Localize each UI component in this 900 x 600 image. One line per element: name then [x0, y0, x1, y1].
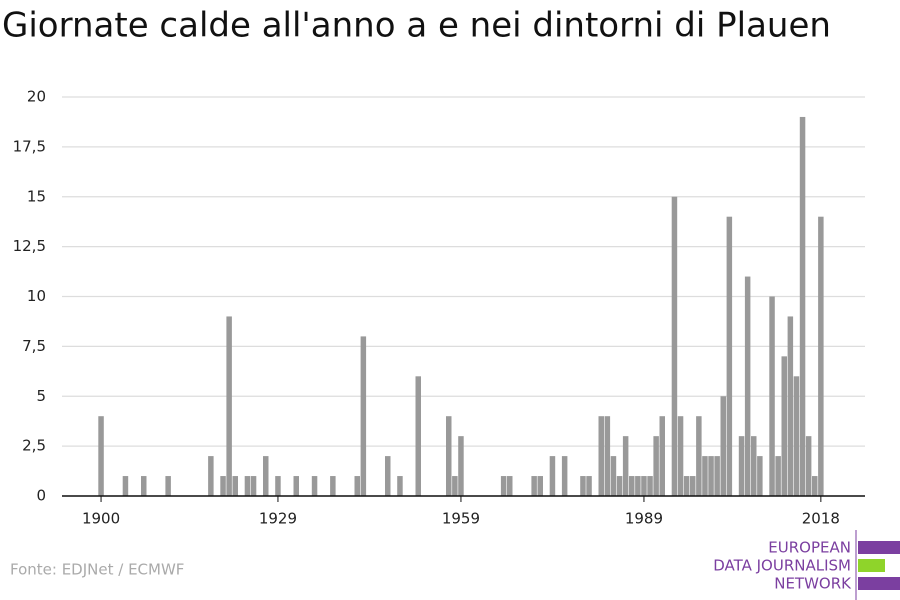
- y-tick-label: 12,5: [13, 237, 46, 255]
- bar: [616, 476, 623, 496]
- chart-title: Giornate calde all'anno a e nei dintorni…: [2, 6, 831, 46]
- y-tick-label: 10: [27, 287, 46, 305]
- bar: [744, 276, 751, 496]
- bar: [537, 476, 543, 496]
- bar: [507, 476, 513, 496]
- bar: [360, 336, 367, 496]
- bar: [635, 476, 641, 496]
- y-tick-label: 2,5: [22, 437, 46, 455]
- bar: [805, 436, 812, 496]
- bar: [580, 476, 586, 496]
- bar: [775, 456, 781, 496]
- logo-text: NETWORK: [774, 575, 852, 593]
- bar: [311, 476, 318, 496]
- y-tick-label: 0: [36, 487, 46, 505]
- bar: [690, 476, 696, 496]
- bar: [720, 396, 726, 496]
- bar: [641, 476, 647, 496]
- logo-bar: [858, 559, 885, 572]
- bar: [726, 216, 733, 496]
- bar: [751, 436, 757, 496]
- logo-text: DATA JOURNALISM: [713, 557, 851, 575]
- bar: [561, 456, 568, 496]
- x-tick-label: 1959: [442, 510, 480, 528]
- bar: [232, 476, 238, 496]
- bar: [708, 456, 714, 496]
- bar: [781, 356, 787, 496]
- bar: [586, 476, 592, 496]
- bar: [446, 416, 452, 496]
- bar: [452, 476, 458, 496]
- x-tick-label: 1929: [259, 510, 297, 528]
- source: Fonte: EDJNet / ECMWF: [10, 561, 184, 579]
- bar: [165, 476, 171, 496]
- bar: [647, 476, 653, 496]
- bar: [531, 476, 537, 496]
- bar: [793, 376, 800, 496]
- bar: [818, 216, 824, 496]
- bar: [610, 456, 617, 496]
- bar: [683, 476, 690, 496]
- logo-bar: [858, 577, 900, 590]
- bar: [122, 476, 129, 496]
- bar: [330, 476, 336, 496]
- bar: [787, 316, 794, 496]
- y-tick-label: 7,5: [22, 337, 46, 355]
- bar: [757, 456, 763, 496]
- x-tick-label: 1900: [82, 510, 120, 528]
- bar: [226, 316, 232, 496]
- logo-text: EUROPEAN: [768, 539, 851, 557]
- y-tick-label: 5: [36, 387, 46, 405]
- bar: [549, 456, 556, 496]
- bar: [415, 376, 421, 496]
- bar: [397, 476, 403, 496]
- bar: [769, 296, 775, 496]
- bar: [244, 476, 251, 496]
- bar: [220, 476, 226, 496]
- bar: [696, 416, 702, 496]
- x-tick-label: 2018: [802, 510, 840, 528]
- y-tick-label: 20: [27, 88, 46, 106]
- bar: [738, 436, 745, 496]
- bar: [812, 476, 818, 496]
- bar: [677, 416, 684, 496]
- bar: [293, 476, 299, 496]
- bar: [622, 436, 629, 496]
- bar: [98, 416, 104, 496]
- bar: [354, 476, 360, 496]
- bar: [598, 416, 604, 496]
- bar: [385, 456, 391, 496]
- bar: [671, 196, 678, 496]
- bar: [250, 476, 257, 496]
- bar: [458, 436, 464, 496]
- x-tick-label: 1989: [625, 510, 663, 528]
- bar: [275, 476, 281, 496]
- bar: [714, 456, 720, 496]
- bar: [659, 416, 665, 496]
- bar: [653, 436, 659, 496]
- bar: [141, 476, 147, 496]
- bar: [799, 116, 806, 496]
- logo: EUROPEAN DATA JOURNALISM NETWORK: [713, 530, 900, 600]
- y-tick-label: 17,5: [13, 137, 46, 155]
- bar: [629, 476, 635, 496]
- logo-bar: [858, 541, 900, 554]
- bar: [500, 476, 507, 496]
- bar: [208, 456, 214, 496]
- bar: [702, 456, 708, 496]
- bar: [604, 416, 611, 496]
- bar: [263, 456, 269, 496]
- y-tick-label: 15: [27, 187, 46, 205]
